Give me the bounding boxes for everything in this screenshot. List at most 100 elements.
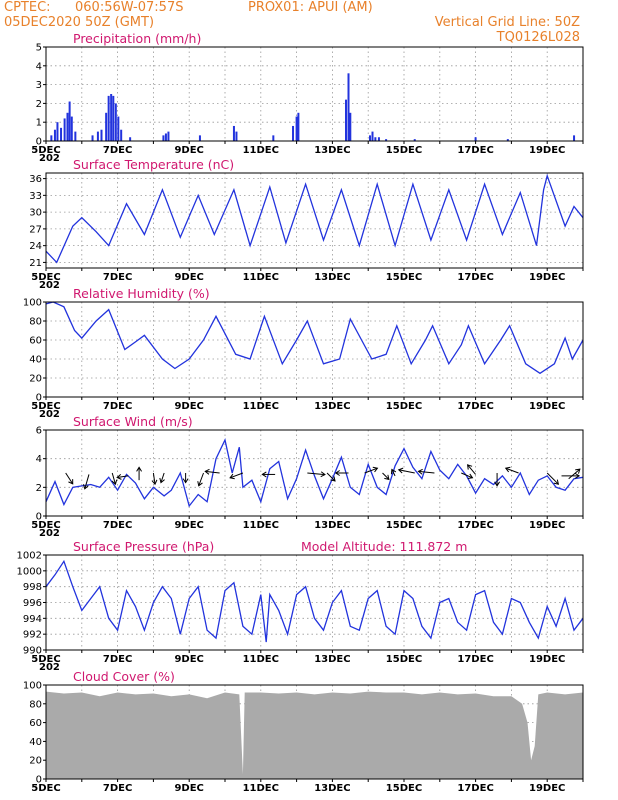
y-tick-label: 0: [36, 393, 42, 404]
x-tick-label: 9DEC: [174, 145, 203, 156]
y-tick-label: 2: [36, 99, 42, 110]
wind-vector: [326, 472, 336, 482]
precip-bar: [129, 137, 132, 141]
wind-vector: [561, 472, 581, 479]
x-tick-label: 13DEC: [314, 145, 350, 156]
precip-bar: [232, 125, 235, 141]
wind-vector-head: [182, 478, 189, 484]
precip-bar: [347, 73, 350, 141]
cloud-area: [46, 691, 583, 779]
x-tick-label: 13DEC: [314, 520, 350, 531]
y-tick-label: 5: [36, 43, 42, 54]
y-tick-label: 990: [23, 646, 42, 657]
x-tick-label: 15DEC: [386, 783, 422, 794]
wind-vector-head: [494, 481, 501, 487]
x-tick-label: 11DEC: [243, 654, 279, 665]
precip-bar: [100, 129, 103, 141]
y-tick-label: 20: [29, 374, 42, 385]
y-tick-label: 27: [29, 224, 42, 235]
precip-bar: [66, 112, 69, 141]
y-tick-label: 33: [29, 191, 42, 202]
wind-vector-head: [204, 468, 210, 475]
wind-vector-shaft: [152, 472, 156, 485]
y-tick-label: 0: [36, 512, 42, 523]
precip-bar: [56, 122, 59, 141]
y-tick-label: 36: [29, 174, 42, 185]
x-tick-label: 17DEC: [457, 783, 493, 794]
wind-vector: [364, 466, 379, 474]
wind-vector: [334, 470, 349, 476]
wind-vector: [382, 472, 390, 481]
wind-vector-head: [397, 467, 404, 474]
panel-annotation: Model Altitude: 111.872 m: [301, 539, 467, 554]
wind-vector-head: [83, 484, 89, 490]
header-location: 060:56W-07:57S: [75, 0, 183, 15]
precip-bar: [345, 99, 348, 141]
x-tick-label: 19DEC: [529, 520, 565, 531]
x-tick-label: 5DEC: [31, 654, 60, 665]
year-stub-label: 202: [39, 153, 60, 164]
precip-bar: [110, 94, 113, 141]
y-tick-label: 994: [23, 614, 42, 625]
precip-bar: [60, 127, 63, 141]
y-tick-label: 2: [36, 483, 42, 494]
precip-bar: [107, 95, 110, 141]
x-tick-label: 7DEC: [103, 401, 132, 412]
plot-frame: [45, 684, 584, 780]
panel-precip: 0 1 2 3 4 5 5DEC 7DEC 9DEC 11DEC 13DEC 15DEC 17DEC 19…: [31, 31, 584, 164]
wind-vector-shaft: [111, 472, 116, 485]
x-tick-label: 7DEC: [103, 272, 132, 283]
x-tick-label: 15DEC: [386, 520, 422, 531]
x-tick-label: 15DEC: [386, 272, 422, 283]
wind-vector-head: [330, 476, 336, 482]
wind-vector-shaft: [307, 472, 325, 476]
x-tick-label: 5DEC: [31, 783, 60, 794]
x-tick-label: 19DEC: [529, 145, 565, 156]
y-tick-label: 1002: [17, 551, 42, 562]
panel-title: Surface Wind (m/s): [73, 414, 193, 429]
wind-vector-head: [467, 473, 474, 480]
precip-bar: [74, 131, 77, 141]
wind-vector: [417, 468, 435, 475]
precip-bar: [374, 137, 377, 141]
wind-vector: [197, 472, 204, 487]
precip-bar: [120, 129, 123, 141]
y-tick-label: 4: [36, 61, 42, 72]
y-tick-label: 24: [29, 241, 42, 252]
x-tick-label: 17DEC: [457, 145, 493, 156]
plot-frame: [45, 429, 584, 517]
header-date: 05DEC2020 50Z (GMT): [4, 15, 154, 30]
precip-bar: [413, 139, 416, 141]
precip-bar: [349, 112, 352, 141]
y-tick-label: 998: [23, 582, 42, 593]
wind-vector: [461, 472, 474, 480]
wind-vector-head: [466, 464, 473, 470]
y-tick-label: 996: [23, 598, 42, 609]
wind-vector-shaft: [205, 470, 220, 474]
wind-vector: [229, 472, 244, 480]
year-stub-label: 202: [39, 662, 60, 673]
rh-line: [45, 301, 584, 375]
precip-bar: [377, 137, 380, 141]
wind-vector: [151, 472, 158, 486]
x-tick-label: 9DEC: [174, 520, 203, 531]
y-tick-label: 21: [29, 258, 42, 269]
x-tick-label: 15DEC: [386, 145, 422, 156]
y-tick-label: 992: [23, 630, 42, 641]
wind-vector-shaft: [364, 467, 378, 474]
x-tick-label: 5DEC: [31, 272, 60, 283]
x-tick-label: 11DEC: [243, 520, 279, 531]
x-tick-label: 5DEC: [31, 401, 60, 412]
wind-vector: [307, 471, 326, 478]
x-tick-label: 13DEC: [314, 783, 350, 794]
header-source: CPTEC:: [4, 0, 51, 15]
wind-vector: [136, 466, 143, 481]
x-tick-label: 15DEC: [386, 654, 422, 665]
precip-bar: [91, 135, 94, 141]
y-tick-label: 0: [36, 775, 42, 786]
wind-vector-head: [553, 479, 560, 485]
wind-vector-shaft: [160, 472, 165, 483]
x-tick-label: 19DEC: [529, 783, 565, 794]
wind-vector-head: [417, 468, 423, 475]
wind-vector: [111, 472, 118, 486]
